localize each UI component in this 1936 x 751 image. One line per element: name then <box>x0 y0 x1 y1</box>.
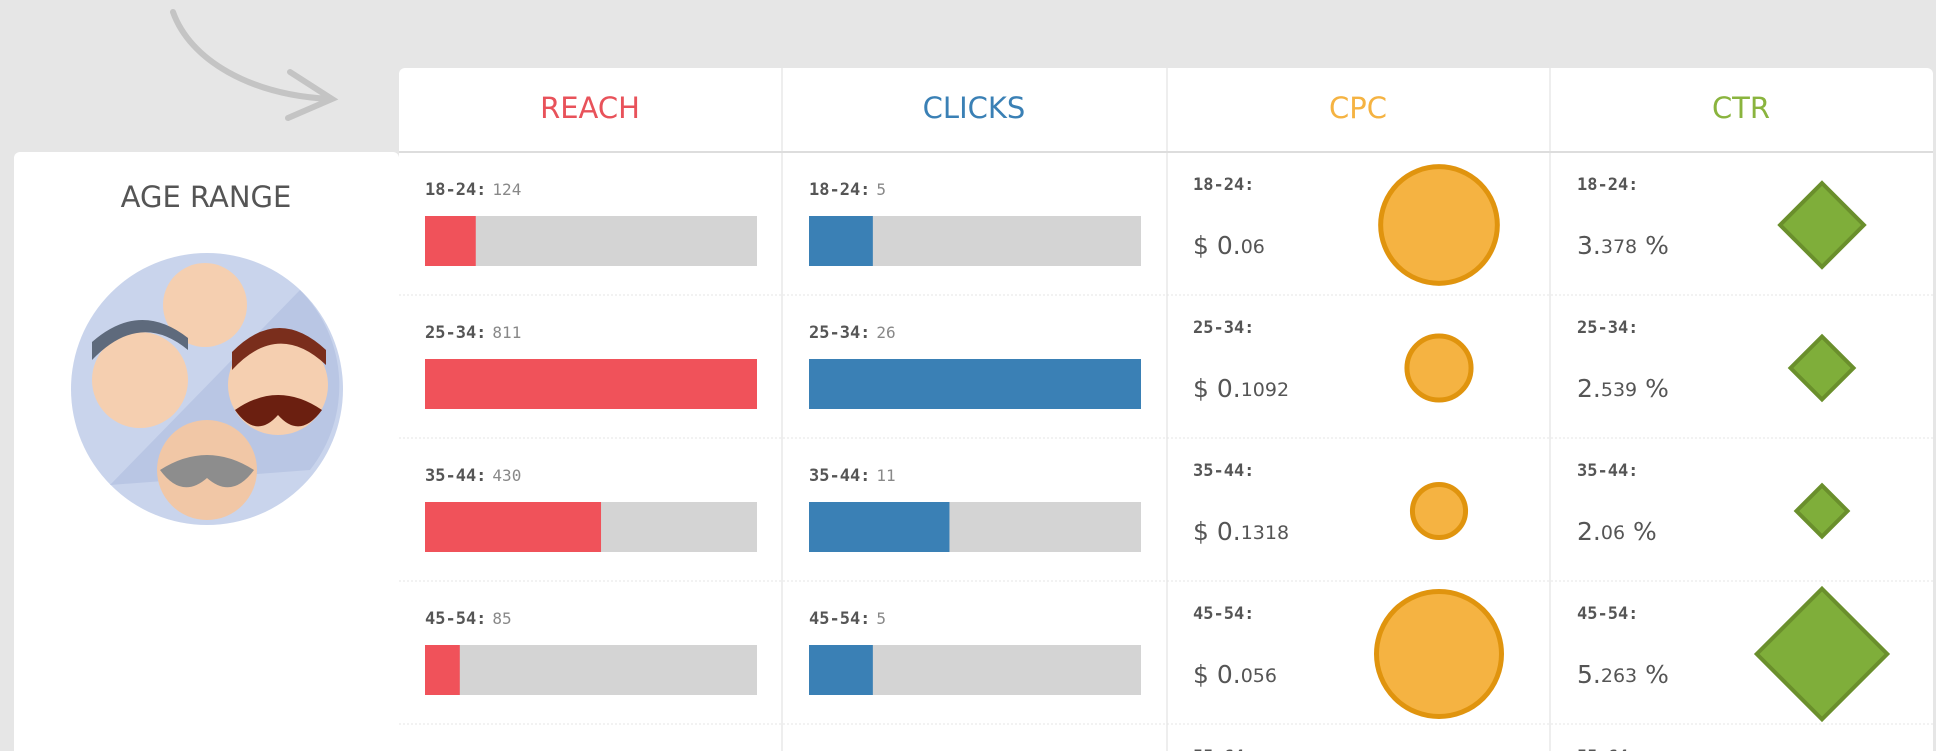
count: 5 <box>876 609 886 628</box>
metric-value: 3.378 % <box>1577 231 1669 260</box>
arrow <box>173 12 332 118</box>
value-main: 5. <box>1577 660 1601 689</box>
age-label: 25-34: <box>1577 318 1638 338</box>
value-decimals: 056 <box>1241 665 1277 687</box>
value-main: 2. <box>1577 517 1601 546</box>
row-label: 35-44: 11 <box>809 466 896 487</box>
row-label: 25-34: 811 <box>425 323 521 344</box>
value-main: $ 0. <box>1193 374 1241 403</box>
reach-bar <box>425 359 757 409</box>
metric-value: $ 0.06 <box>1193 231 1265 260</box>
age-range-title: AGE RANGE <box>121 180 292 214</box>
clicks-bar <box>809 645 873 695</box>
row-label: 18-24: 124 <box>425 180 521 201</box>
metric-value: 5.263 % <box>1577 660 1669 689</box>
value-main: 2. <box>1577 374 1601 403</box>
column-header: CTR <box>1712 91 1770 125</box>
reach-bar <box>425 645 460 695</box>
row-label: 45-54: 85 <box>425 609 512 630</box>
age-label: 18-24: <box>1193 175 1254 195</box>
age-label: 35-44: <box>1193 461 1254 481</box>
age-label: 25-34: <box>1193 318 1254 338</box>
row-label: 35-44: <box>1577 461 1638 481</box>
age-label: 55-64: <box>1577 747 1638 751</box>
age-label: 18-24: <box>809 180 870 200</box>
value-decimals: 539 <box>1601 379 1637 401</box>
value-unit: % <box>1637 374 1669 403</box>
value-main: $ 0. <box>1193 517 1241 546</box>
value-main: 3. <box>1577 231 1601 260</box>
reach-bar <box>425 216 476 266</box>
metric-value: 2.06 % <box>1577 517 1657 546</box>
column-header: CPC <box>1329 91 1387 125</box>
row-label: 35-44: 430 <box>425 466 521 487</box>
age-label: 45-54: <box>1193 604 1254 624</box>
row-label: 25-34: <box>1577 318 1638 338</box>
row-label: 18-24: <box>1577 175 1638 195</box>
cpc-circle <box>1381 167 1498 284</box>
age-label: 25-34: <box>425 323 486 343</box>
count: 85 <box>492 609 511 628</box>
value-unit: % <box>1637 231 1669 260</box>
value-unit: % <box>1637 660 1669 689</box>
row-label: 45-54: <box>1577 604 1638 624</box>
metric-value: 2.539 % <box>1577 374 1669 403</box>
row-label: 45-54: <box>1193 604 1254 624</box>
age-label: 35-44: <box>1577 461 1638 481</box>
count: 5 <box>876 180 886 199</box>
count: 811 <box>492 323 521 342</box>
age-label: 55-64: <box>1193 747 1254 751</box>
cpc-circle <box>1412 484 1465 537</box>
count: 430 <box>492 466 521 485</box>
metric-value: $ 0.1318 <box>1193 517 1289 546</box>
age-label: 18-24: <box>1577 175 1638 195</box>
value-main: $ 0. <box>1193 231 1241 260</box>
page: AGE RANGE REACH CLICKS CPC CTR 18-24: 124… <box>0 0 1936 751</box>
age-label: 45-54: <box>425 609 486 629</box>
count: 124 <box>492 180 521 199</box>
row-label: 18-24: <box>1193 175 1254 195</box>
cpc-circle <box>1377 592 1502 717</box>
avatar <box>71 253 343 525</box>
metric-value: $ 0.056 <box>1193 660 1277 689</box>
value-main: $ 0. <box>1193 660 1241 689</box>
value-decimals: 1318 <box>1241 522 1289 544</box>
metric-value: $ 0.1092 <box>1193 374 1289 403</box>
cpc-circle <box>1407 336 1471 400</box>
clicks-bar <box>809 502 949 552</box>
row-label: 25-34: <box>1193 318 1254 338</box>
age-label: 25-34: <box>809 323 870 343</box>
value-decimals: 1092 <box>1241 379 1289 401</box>
age-label: 35-44: <box>425 466 486 486</box>
count: 11 <box>876 466 895 485</box>
bar-track <box>425 645 757 695</box>
reach-bar <box>425 502 601 552</box>
column-header: REACH <box>540 91 640 125</box>
age-label: 35-44: <box>809 466 870 486</box>
value-unit: % <box>1625 517 1657 546</box>
column-header: CLICKS <box>923 91 1026 125</box>
age-label: 18-24: <box>425 180 486 200</box>
value-decimals: 06 <box>1601 522 1625 544</box>
value-decimals: 06 <box>1241 236 1265 258</box>
clicks-bar <box>809 216 873 266</box>
dashboard: AGE RANGE REACH CLICKS CPC CTR 18-24: 124… <box>0 0 1936 751</box>
value-decimals: 378 <box>1601 236 1637 258</box>
row-label: 35-44: <box>1193 461 1254 481</box>
clicks-bar <box>809 359 1141 409</box>
age-label: 45-54: <box>1577 604 1638 624</box>
value-decimals: 263 <box>1601 665 1637 687</box>
count: 26 <box>876 323 895 342</box>
age-label: 45-54: <box>809 609 870 629</box>
row-label: 25-34: 26 <box>809 323 896 344</box>
